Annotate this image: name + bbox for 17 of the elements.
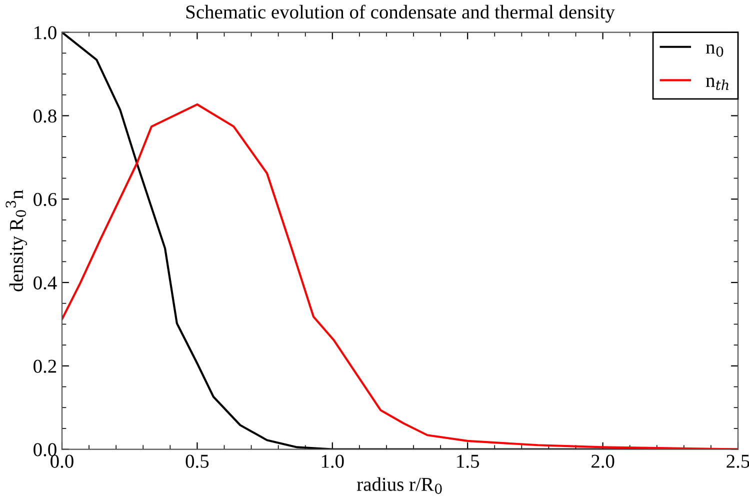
x-tick-label: 2.5 xyxy=(726,454,749,468)
x-tick-label: 2.0 xyxy=(592,454,614,468)
x-tick-label: 0.5 xyxy=(186,454,209,468)
y-tick-label: 1.0 xyxy=(34,26,56,40)
y-tick-label: 0.2 xyxy=(34,360,56,373)
legend-label: n$_{th}$ xyxy=(706,78,728,90)
y-tick-label: 0.8 xyxy=(34,110,56,123)
x-tick-label: 0.0 xyxy=(50,454,74,468)
legend-label: n$_{0}$ xyxy=(706,44,724,57)
y-tick-label: 0.6 xyxy=(34,192,57,206)
x-tick-label: 1.5 xyxy=(457,454,479,468)
x-axis-title: radius r/R$_{0}$ xyxy=(357,477,442,494)
chart-title: Schematic evolution of condensate and thermal density xyxy=(186,4,615,23)
x-tick-label: 1.0 xyxy=(322,454,344,468)
y-tick-label: 0.0 xyxy=(34,443,56,456)
y-tick-label: 0.4 xyxy=(34,276,57,290)
y-axis-title: density R$_{0}$$^{3}$n xyxy=(6,190,28,292)
